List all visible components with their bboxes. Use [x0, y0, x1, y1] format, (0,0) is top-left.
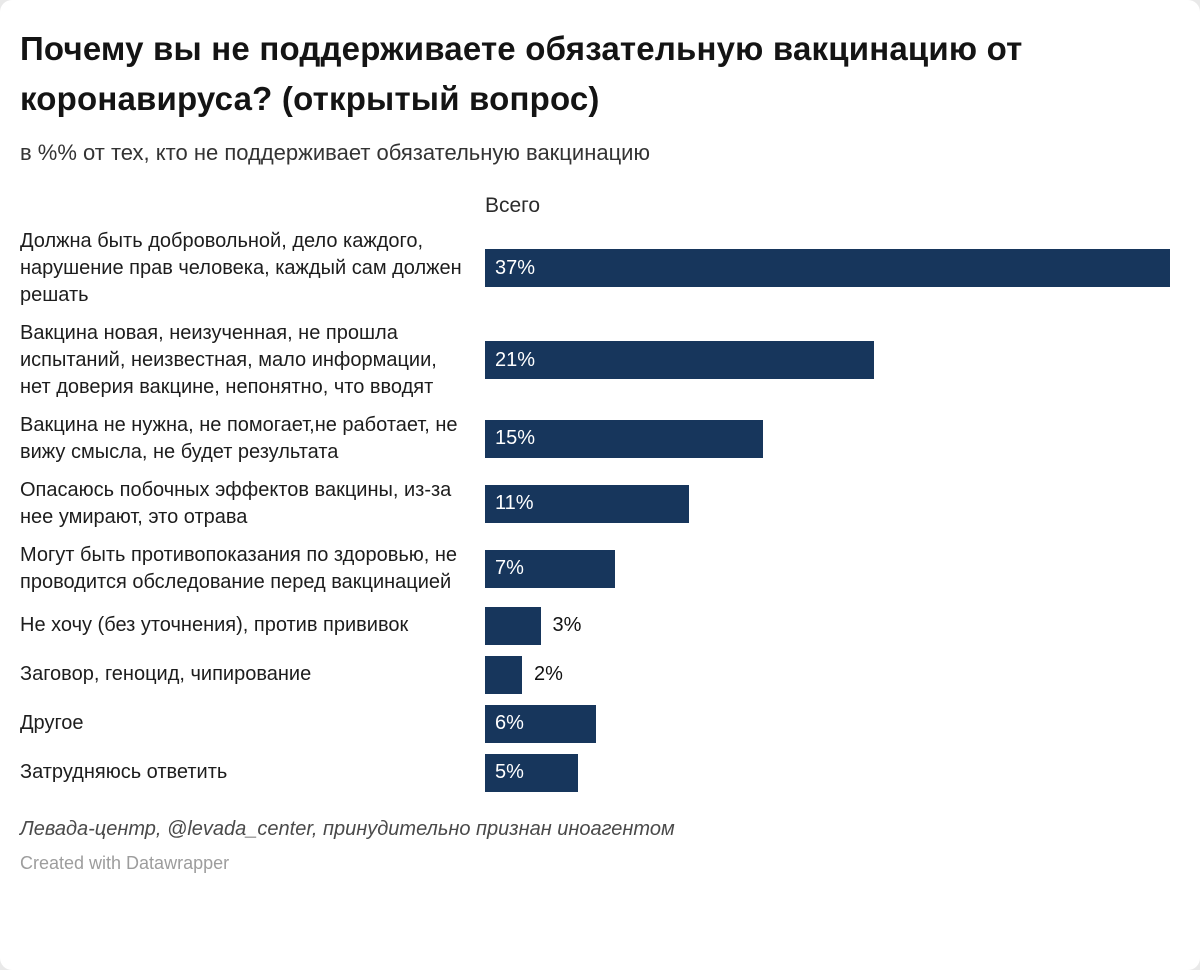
bar-row: Не хочу (без уточнения), против прививок… — [20, 606, 1170, 645]
bar-value-label: 21% — [495, 348, 536, 371]
bar-value-label: 15% — [495, 427, 536, 450]
bar-value-label: 6% — [495, 712, 524, 735]
bar-row: Опасаюсь побочных эффектов вакцины, из-з… — [20, 477, 1170, 531]
bar: 5% — [485, 753, 578, 792]
bar-value-label: 37% — [495, 256, 536, 279]
category-label: Не хочу (без уточнения), против прививок — [20, 614, 409, 637]
bar-track: 11% — [485, 484, 1170, 523]
category-label: Опасаюсь побочных эффектов вакцины, из-з… — [20, 478, 452, 528]
bar-chart: Должна быть добровольной, дело каждого, … — [20, 228, 1170, 792]
bar-track: 37% — [485, 249, 1170, 288]
datawrapper-credit: Created with Datawrapper — [20, 852, 230, 873]
bar: 6% — [485, 704, 597, 743]
bar-value-label: 3% — [552, 614, 582, 637]
bar: 37% — [485, 249, 1170, 288]
category-label: Вакцина новая, неизученная, не прошла ис… — [20, 321, 437, 398]
bar-value-label: 5% — [495, 761, 524, 784]
bar-track: 6% — [485, 704, 1170, 743]
chart-subtitle: в %% от тех, кто не поддерживает обязате… — [20, 140, 650, 165]
bar-track: 15% — [485, 419, 1170, 458]
category-label: Заговор, геноцид, чипирование — [20, 663, 312, 686]
bar-track: 21% — [485, 341, 1170, 380]
bar — [485, 655, 523, 694]
bar-value-label: 7% — [495, 557, 524, 580]
bar-track: 5% — [485, 753, 1170, 792]
bar-row: Заговор, геноцид, чипирование 2% — [20, 655, 1170, 694]
category-label: Вакцина не нужна, не помогает,не работае… — [20, 413, 458, 463]
category-label: Затрудняюсь ответить — [20, 761, 228, 784]
chart-title: Почему вы не поддерживаете обязательную … — [20, 30, 1023, 117]
column-header-row: Всего — [20, 194, 1170, 218]
bar-row: Затрудняюсь ответить 5% — [20, 753, 1170, 792]
category-label: Могут быть противопоказания по здоровью,… — [20, 543, 458, 593]
bar-value-label: 2% — [534, 663, 563, 686]
bar-row: Другое 6% — [20, 704, 1170, 743]
bar-value-label: 11% — [495, 492, 534, 515]
bar-track: 7% — [485, 549, 1170, 588]
bar-row: Должна быть добровольной, дело каждого, … — [20, 228, 1170, 309]
bar-row: Вакцина не нужна, не помогает,не работае… — [20, 412, 1170, 466]
bar: 15% — [485, 419, 763, 458]
category-label: Другое — [20, 712, 84, 735]
bar: 7% — [485, 549, 615, 588]
bar: 11% — [485, 484, 689, 523]
bar-track: 3% — [485, 606, 1170, 645]
bar — [485, 606, 541, 645]
category-label: Должна быть добровольной, дело каждого, … — [20, 229, 462, 306]
bar-row: Могут быть противопоказания по здоровью,… — [20, 542, 1170, 596]
bar: 21% — [485, 341, 874, 380]
value-column-header: Всего — [485, 193, 541, 217]
bar-track: 2% — [485, 655, 1170, 694]
bar-row: Вакцина новая, неизученная, не прошла ис… — [20, 320, 1170, 401]
label-column-spacer — [20, 194, 485, 218]
source-note: Левада-центр, @levada_center, принудител… — [20, 817, 675, 840]
